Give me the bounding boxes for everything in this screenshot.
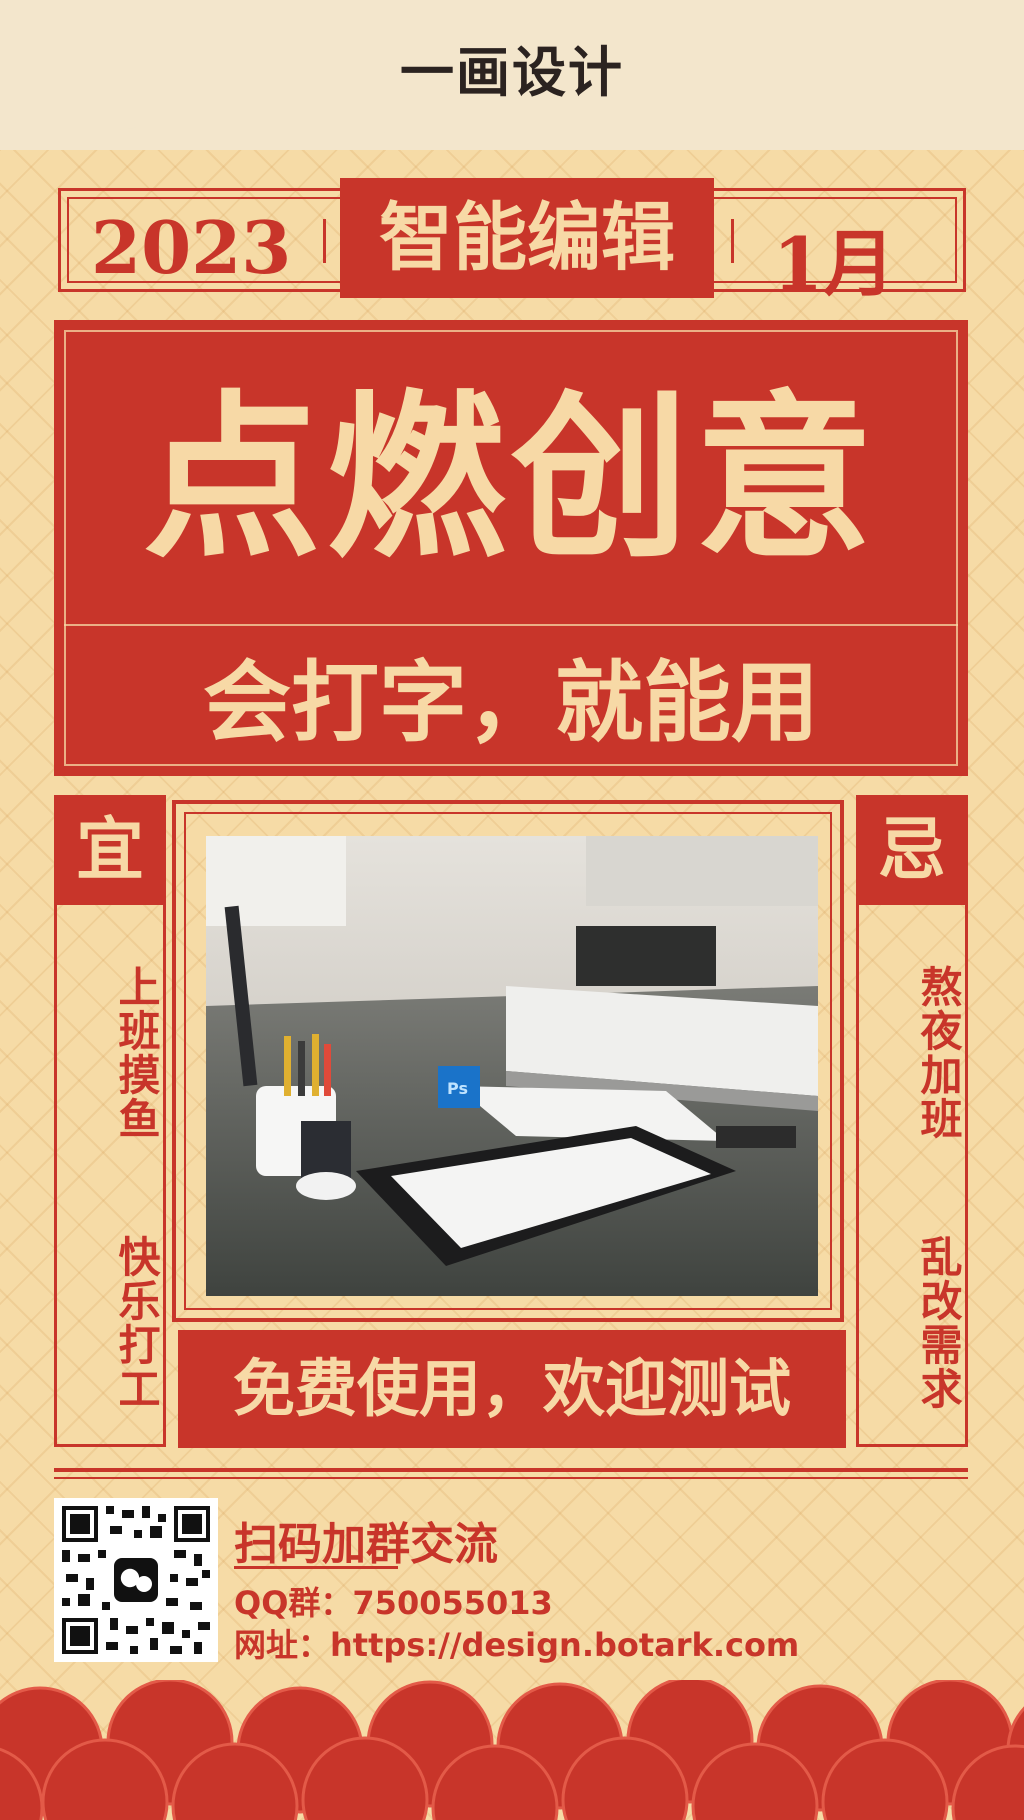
qr-code-icon (54, 1498, 218, 1662)
photo-frame (172, 800, 844, 1322)
brand-logo-text: 一画设计 (400, 41, 624, 104)
website-link[interactable]: 网址：https://design.botark.com (234, 1626, 800, 1664)
separator (731, 219, 734, 263)
torn-edge (0, 110, 1024, 140)
cta-banner[interactable]: 免费使用，欢迎测试 (178, 1330, 846, 1448)
qr-code[interactable] (54, 1498, 218, 1662)
ji-line-2: 乱改需求 (914, 1235, 963, 1411)
yi-line-1: 上班摸鱼 (112, 965, 161, 1141)
header-title: 智能编辑 (379, 195, 675, 281)
cta-text: 免费使用，欢迎测试 (232, 1352, 791, 1425)
header-title-tag: 智能编辑 (340, 178, 714, 298)
hero-banner: 点燃创意 会打字，就能用 (54, 320, 968, 776)
ji-panel: 忌 熬夜加班 乱改需求 (856, 795, 968, 1447)
yi-heading-box: 宜 (54, 795, 166, 905)
yi-panel: 宜 上班摸鱼 快乐打工 (54, 795, 166, 1447)
desk-illustration: Ps (206, 836, 818, 1296)
wave-pattern (0, 1680, 1024, 1820)
yi-heading: 宜 (75, 810, 144, 890)
ji-heading-box: 忌 (856, 795, 968, 905)
hero-title: 点燃创意 (143, 375, 879, 582)
torn-paper-header (0, 0, 1024, 150)
hero-subtitle: 会打字，就能用 (202, 651, 819, 754)
ji-heading: 忌 (877, 810, 946, 890)
month-label: 1月 (772, 221, 895, 306)
divider (54, 1468, 968, 1472)
yi-line-2: 快乐打工 (112, 1235, 161, 1411)
ji-line-1: 熬夜加班 (914, 965, 963, 1141)
year-label: 2023 (91, 205, 292, 290)
separator (323, 219, 326, 263)
contact-title: 扫码加群交流 (234, 1519, 498, 1570)
qq-group: QQ群：750055013 (234, 1584, 553, 1622)
desk-photo: Ps (206, 836, 818, 1296)
title-underline (234, 1566, 398, 1569)
divider (54, 1477, 968, 1479)
ps-icon-label: Ps (447, 1079, 468, 1098)
